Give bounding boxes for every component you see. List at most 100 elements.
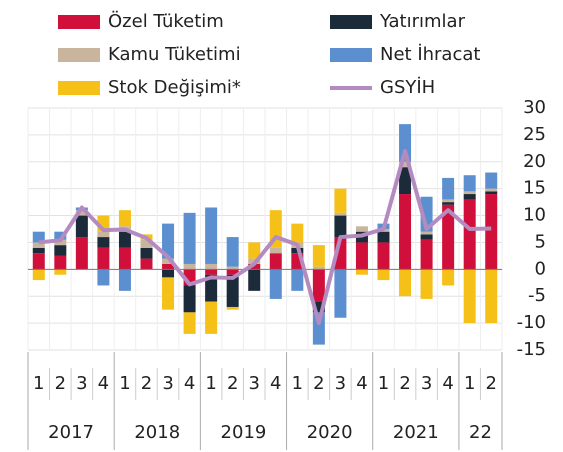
bar (399, 124, 412, 162)
x-group-label: 2020 (307, 422, 353, 443)
bar (420, 269, 433, 299)
x-tick-label: 2 (55, 373, 66, 394)
legend-label: Net İhracat (380, 44, 480, 65)
x-tick-label: 1 (464, 373, 475, 394)
x-tick-label: 1 (33, 373, 44, 394)
bar (54, 269, 67, 275)
x-group-label: 2021 (393, 422, 439, 443)
legend-label: Stok Değişimi* (108, 77, 241, 98)
x-tick-label: 2 (141, 373, 152, 394)
bar (162, 269, 175, 278)
bar (162, 223, 175, 259)
bar (183, 285, 196, 313)
bar (183, 212, 196, 264)
bar (118, 231, 131, 248)
bar (442, 204, 455, 270)
x-group-label: 2018 (134, 422, 180, 443)
bar (248, 263, 261, 270)
bar (291, 269, 304, 291)
bar (312, 312, 325, 345)
x-tick-label: 4 (356, 373, 367, 394)
x-tick-label: 2 (486, 373, 497, 394)
bar (140, 247, 153, 259)
bar (97, 231, 110, 238)
y-tick-label: 25 (523, 124, 546, 145)
legend-swatch (58, 81, 100, 95)
bar (54, 231, 67, 240)
x-tick-label: 3 (421, 373, 432, 394)
bar (334, 212, 347, 216)
bar (355, 226, 368, 232)
bar (97, 237, 110, 248)
bar (269, 247, 282, 254)
y-tick-label: 5 (535, 231, 546, 252)
bar (140, 258, 153, 270)
bar (463, 175, 476, 192)
bar (205, 263, 218, 270)
y-tick-label: 30 (523, 97, 546, 118)
x-tick-label: 3 (249, 373, 260, 394)
bar (162, 258, 175, 264)
y-tick-label: -10 (517, 312, 546, 333)
bar (399, 194, 412, 270)
bar (32, 231, 45, 243)
legend-swatch (330, 15, 372, 29)
legend-label: Özel Tüketim (108, 10, 224, 32)
y-tick-label: 20 (523, 151, 546, 172)
legend-label: Yatırımlar (379, 11, 466, 32)
x-tick-label: 2 (399, 373, 410, 394)
bar (118, 210, 131, 227)
x-tick-label: 4 (270, 373, 281, 394)
bar (248, 269, 261, 291)
bar (463, 199, 476, 270)
bar (377, 269, 390, 281)
bar (226, 237, 239, 267)
bar (205, 301, 218, 334)
bar (334, 188, 347, 213)
bar (183, 312, 196, 334)
legend-label: Kamu Tüketimi (108, 44, 241, 65)
bar (269, 253, 282, 270)
x-group-label: 2017 (48, 422, 94, 443)
bar (97, 269, 110, 286)
bar (442, 177, 455, 200)
bar (205, 274, 218, 302)
legend-swatch (330, 48, 372, 62)
bar (226, 269, 239, 275)
bar (377, 231, 390, 243)
x-tick-label: 4 (442, 373, 453, 394)
bar (463, 194, 476, 200)
bar (485, 172, 498, 189)
bar (334, 215, 347, 238)
bar (312, 245, 325, 267)
bar (226, 266, 239, 270)
bar (334, 269, 347, 318)
x-tick-label: 3 (76, 373, 87, 394)
x-tick-label: 4 (184, 373, 195, 394)
bar (442, 199, 455, 203)
bar (54, 239, 67, 246)
bar (118, 269, 131, 291)
bar (312, 269, 325, 302)
x-tick-label: 2 (227, 373, 238, 394)
bar (355, 242, 368, 270)
bar (205, 207, 218, 264)
bar (463, 191, 476, 195)
bar (312, 301, 325, 313)
bar (118, 247, 131, 270)
bar (226, 274, 239, 307)
bar (32, 269, 45, 281)
bar (485, 269, 498, 324)
bar (269, 269, 282, 299)
x-tick-label: 1 (292, 373, 303, 394)
bar (32, 253, 45, 270)
bar (399, 161, 412, 168)
bar (485, 194, 498, 270)
legend-swatch (58, 48, 100, 62)
bar (140, 239, 153, 248)
y-tick-label: -5 (528, 285, 546, 306)
y-tick-label: 0 (535, 258, 546, 279)
line (38, 149, 492, 326)
bar (399, 269, 412, 297)
